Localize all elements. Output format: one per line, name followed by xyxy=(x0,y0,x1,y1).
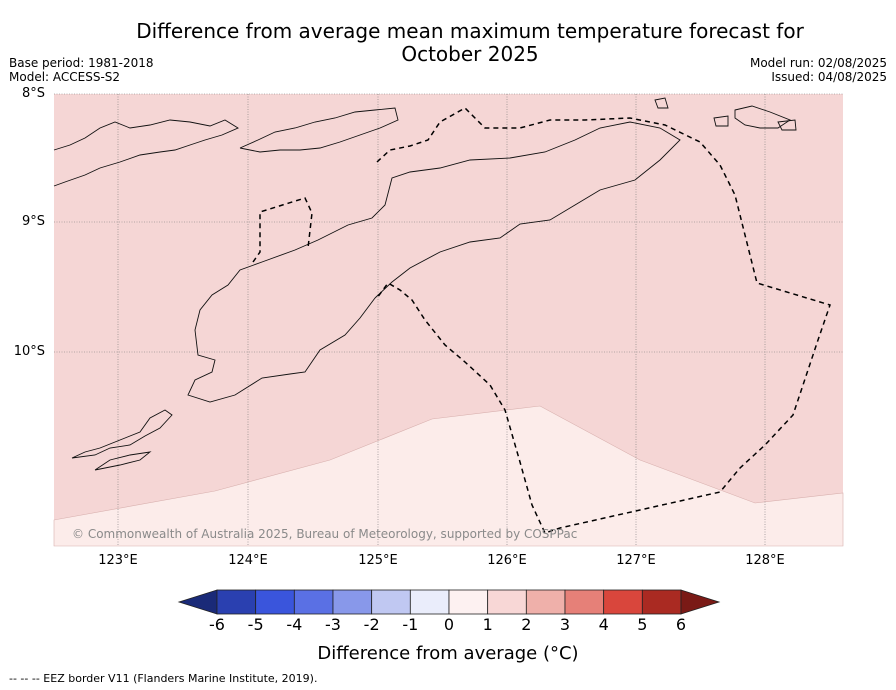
colorbar-tick: 3 xyxy=(559,615,571,634)
alor-coast xyxy=(239,107,399,153)
colorbar-extend-high xyxy=(680,589,721,615)
colorbar-swatch xyxy=(487,589,527,615)
meta-left: Base period: 1981-2018 Model: ACCESS-S2 xyxy=(9,56,154,84)
lon-label-127e: 127°E xyxy=(616,553,656,568)
lon-label-123e: 123°E xyxy=(98,553,138,568)
lat-label-10s: 10°S xyxy=(13,344,45,359)
eez-border-enclave xyxy=(252,197,313,263)
colorbar-swatch xyxy=(255,589,295,615)
rote-island xyxy=(71,409,173,459)
colorbar-swatch xyxy=(564,589,605,615)
colorbar-tick: 5 xyxy=(637,615,648,634)
meta-right: Model run: 02/08/2025 Issued: 04/08/2025 xyxy=(750,56,887,84)
small-island-2 xyxy=(777,119,797,131)
colorbar-tick: -6 xyxy=(209,615,225,634)
lon-label-125e: 125°E xyxy=(358,553,398,568)
coastline xyxy=(53,97,797,471)
colorbar-tick: 2 xyxy=(521,615,532,634)
lon-label-124e: 124°E xyxy=(228,553,268,568)
small-island-1 xyxy=(94,451,152,471)
map-title: Difference from average mean maximum tem… xyxy=(136,19,804,66)
copyright-notice: © Commonwealth of Australia 2025, Bureau… xyxy=(72,527,578,541)
lat-label-9s: 9°S xyxy=(21,214,45,229)
colorbar-tick: 4 xyxy=(598,615,609,634)
colorbar-swatch xyxy=(603,589,643,615)
timor-island xyxy=(187,121,681,403)
graticule xyxy=(54,93,843,546)
colorbar-swatch xyxy=(641,589,682,615)
colorbar-tick: 1 xyxy=(482,615,493,634)
lon-label-126e: 126°E xyxy=(487,553,527,568)
lat-label-8s: 8°S xyxy=(21,86,45,101)
kisar-coast xyxy=(734,105,791,129)
model-run: Model run: 02/08/2025 xyxy=(749,56,887,70)
colorbar-swatch xyxy=(409,589,450,615)
base-period: Base period: 1981-2018 xyxy=(9,56,154,70)
issued-date: Issued: 04/08/2025 xyxy=(771,70,887,84)
colorbar-tick: 6 xyxy=(675,615,687,634)
map-fill-0-1 xyxy=(53,405,844,547)
colorbar-tick: -5 xyxy=(247,615,264,634)
lon-label-128e: 128°E xyxy=(745,553,785,568)
colorbar-swatch xyxy=(216,589,257,615)
model-name: Model: ACCESS-S2 xyxy=(9,70,121,84)
eez-border xyxy=(376,107,831,534)
colorbar-swatch xyxy=(371,589,411,615)
colorbar xyxy=(177,589,721,615)
colorbar-tick: -1 xyxy=(402,615,419,634)
colorbar-swatch xyxy=(525,589,566,615)
colorbar-tick: -4 xyxy=(286,615,303,634)
colorbar-label: Difference from average (°C) xyxy=(317,643,579,664)
colorbar-tick: 0 xyxy=(443,615,455,634)
colorbar-swatch xyxy=(448,589,489,615)
small-island-3 xyxy=(713,115,729,127)
flores-coast xyxy=(53,119,239,187)
eez-footnote: -- -- -- EEZ border V11 (Flanders Marine… xyxy=(9,672,318,685)
colorbar-tick: -3 xyxy=(325,615,341,634)
colorbar-swatch xyxy=(332,589,373,615)
colorbar-tick: -2 xyxy=(363,615,380,634)
colorbar-swatch xyxy=(293,589,334,615)
colorbar-extend-low xyxy=(177,589,218,615)
wetar-coast xyxy=(654,97,669,109)
